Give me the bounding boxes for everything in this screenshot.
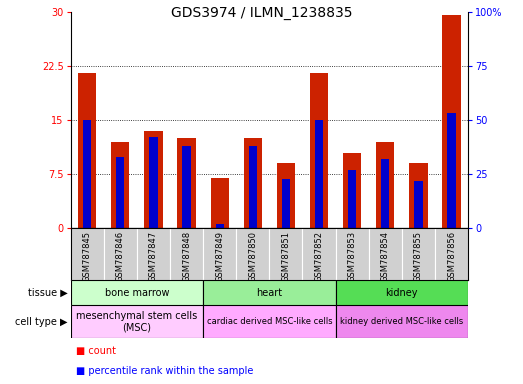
Text: GSM787856: GSM787856 bbox=[447, 230, 456, 282]
Text: mesenchymal stem cells
(MSC): mesenchymal stem cells (MSC) bbox=[76, 311, 198, 333]
Text: GSM787850: GSM787850 bbox=[248, 230, 257, 281]
Bar bbox=[170, 228, 203, 280]
Bar bbox=[414, 181, 423, 228]
Text: GSM787848: GSM787848 bbox=[182, 230, 191, 282]
Bar bbox=[381, 159, 390, 228]
Bar bbox=[442, 15, 461, 228]
Bar bbox=[71, 228, 104, 280]
Bar bbox=[435, 228, 468, 280]
Text: GDS3974 / ILMN_1238835: GDS3974 / ILMN_1238835 bbox=[170, 6, 353, 20]
Text: kidney derived MSC-like cells: kidney derived MSC-like cells bbox=[340, 317, 463, 326]
Bar bbox=[183, 146, 191, 228]
Bar bbox=[348, 170, 356, 228]
Bar bbox=[116, 157, 124, 228]
Bar bbox=[410, 164, 427, 228]
Bar bbox=[343, 152, 361, 228]
Bar bbox=[149, 137, 157, 228]
Bar bbox=[376, 142, 394, 228]
Text: ■ count: ■ count bbox=[76, 346, 116, 356]
Text: cell type ▶: cell type ▶ bbox=[16, 316, 68, 327]
Bar bbox=[203, 280, 336, 305]
Bar bbox=[71, 305, 203, 338]
Bar bbox=[83, 120, 92, 228]
Bar bbox=[78, 73, 96, 228]
Bar bbox=[315, 120, 323, 228]
Bar bbox=[177, 138, 196, 228]
Text: heart: heart bbox=[256, 288, 282, 298]
Text: GSM787846: GSM787846 bbox=[116, 230, 125, 282]
Bar bbox=[447, 114, 456, 228]
Bar bbox=[336, 305, 468, 338]
Bar bbox=[144, 131, 163, 228]
Text: bone marrow: bone marrow bbox=[105, 288, 169, 298]
Bar bbox=[336, 228, 369, 280]
Text: GSM787849: GSM787849 bbox=[215, 230, 224, 281]
Bar bbox=[302, 228, 336, 280]
Text: ■ percentile rank within the sample: ■ percentile rank within the sample bbox=[76, 366, 253, 376]
Bar bbox=[244, 138, 262, 228]
Bar bbox=[137, 228, 170, 280]
Bar bbox=[236, 228, 269, 280]
Bar bbox=[310, 73, 328, 228]
Text: GSM787855: GSM787855 bbox=[414, 230, 423, 281]
Bar bbox=[215, 224, 224, 228]
Bar bbox=[203, 305, 336, 338]
Text: GSM787845: GSM787845 bbox=[83, 230, 92, 281]
Bar bbox=[111, 142, 129, 228]
Bar bbox=[369, 228, 402, 280]
Text: tissue ▶: tissue ▶ bbox=[28, 288, 68, 298]
Bar bbox=[269, 228, 302, 280]
Text: GSM787851: GSM787851 bbox=[281, 230, 290, 281]
Bar bbox=[203, 228, 236, 280]
Bar bbox=[248, 146, 257, 228]
Bar bbox=[104, 228, 137, 280]
Bar bbox=[211, 178, 229, 228]
Bar bbox=[282, 179, 290, 228]
Bar bbox=[336, 280, 468, 305]
Text: cardiac derived MSC-like cells: cardiac derived MSC-like cells bbox=[207, 317, 332, 326]
Text: GSM787847: GSM787847 bbox=[149, 230, 158, 282]
Bar bbox=[71, 280, 203, 305]
Text: GSM787853: GSM787853 bbox=[348, 230, 357, 282]
Bar bbox=[277, 164, 295, 228]
Text: GSM787854: GSM787854 bbox=[381, 230, 390, 281]
Text: GSM787852: GSM787852 bbox=[314, 230, 324, 281]
Bar bbox=[402, 228, 435, 280]
Text: kidney: kidney bbox=[385, 288, 418, 298]
